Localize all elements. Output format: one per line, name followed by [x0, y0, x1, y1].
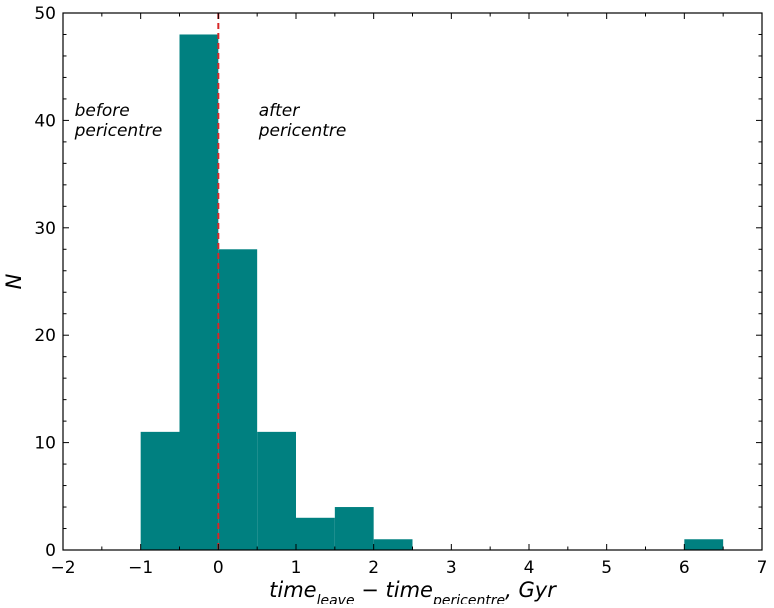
y-tick-label: 30 [34, 219, 56, 239]
x-tick-label: 6 [679, 558, 690, 578]
annotation-text-0: before pericentre [74, 101, 163, 141]
y-axis-label: N [2, 273, 26, 289]
x-axis-label-tail: , Gyr [505, 578, 557, 602]
y-tick-label: 0 [45, 541, 56, 561]
bars-layer [140, 34, 724, 551]
y-tick-label: 10 [34, 434, 56, 454]
histogram-bar-6 [373, 539, 413, 550]
x-axis-label-sub1: leave [317, 593, 355, 604]
y-tick-label: 40 [34, 111, 56, 131]
x-tick-label: −1 [128, 558, 153, 578]
x-axis-label-minus: − [355, 578, 386, 602]
x-tick-label: 5 [601, 558, 612, 578]
annotation-line: after [259, 101, 301, 121]
histogram-bar-7 [684, 539, 724, 550]
x-tick-label: 1 [291, 558, 302, 578]
annotation-line: before [75, 101, 130, 121]
x-tick-label: −2 [50, 558, 75, 578]
histogram-bar-0 [140, 431, 180, 550]
histogram-bar-2 [218, 249, 258, 550]
annotation-line: pericentre [74, 121, 163, 141]
x-tick-label: 0 [213, 558, 224, 578]
histogram-bar-5 [334, 507, 374, 550]
histogram-bar-1 [179, 34, 219, 551]
x-axis-label-sub2: pericentre [432, 593, 505, 604]
annotation-line: pericentre [258, 121, 347, 141]
x-tick-label: 4 [524, 558, 535, 578]
x-tick-label: 7 [757, 558, 768, 578]
x-axis-label: timeleave − timepericentre, Gyr [269, 578, 557, 604]
x-axis-label-part2: time [386, 578, 433, 602]
x-axis-label-part1: time [269, 578, 316, 602]
x-tick-label: 2 [368, 558, 379, 578]
x-tick-label: 3 [446, 558, 457, 578]
histogram-bar-4 [296, 517, 335, 550]
y-tick-label: 50 [34, 4, 56, 24]
y-tick-label: 20 [34, 326, 56, 346]
annotation-text-1: after pericentre [258, 101, 347, 141]
histogram-bar-3 [257, 431, 296, 550]
ticks-layer: −2 −1 0 1 2 3 4 5 6 7 0 10 20 30 40 50 [34, 4, 767, 578]
